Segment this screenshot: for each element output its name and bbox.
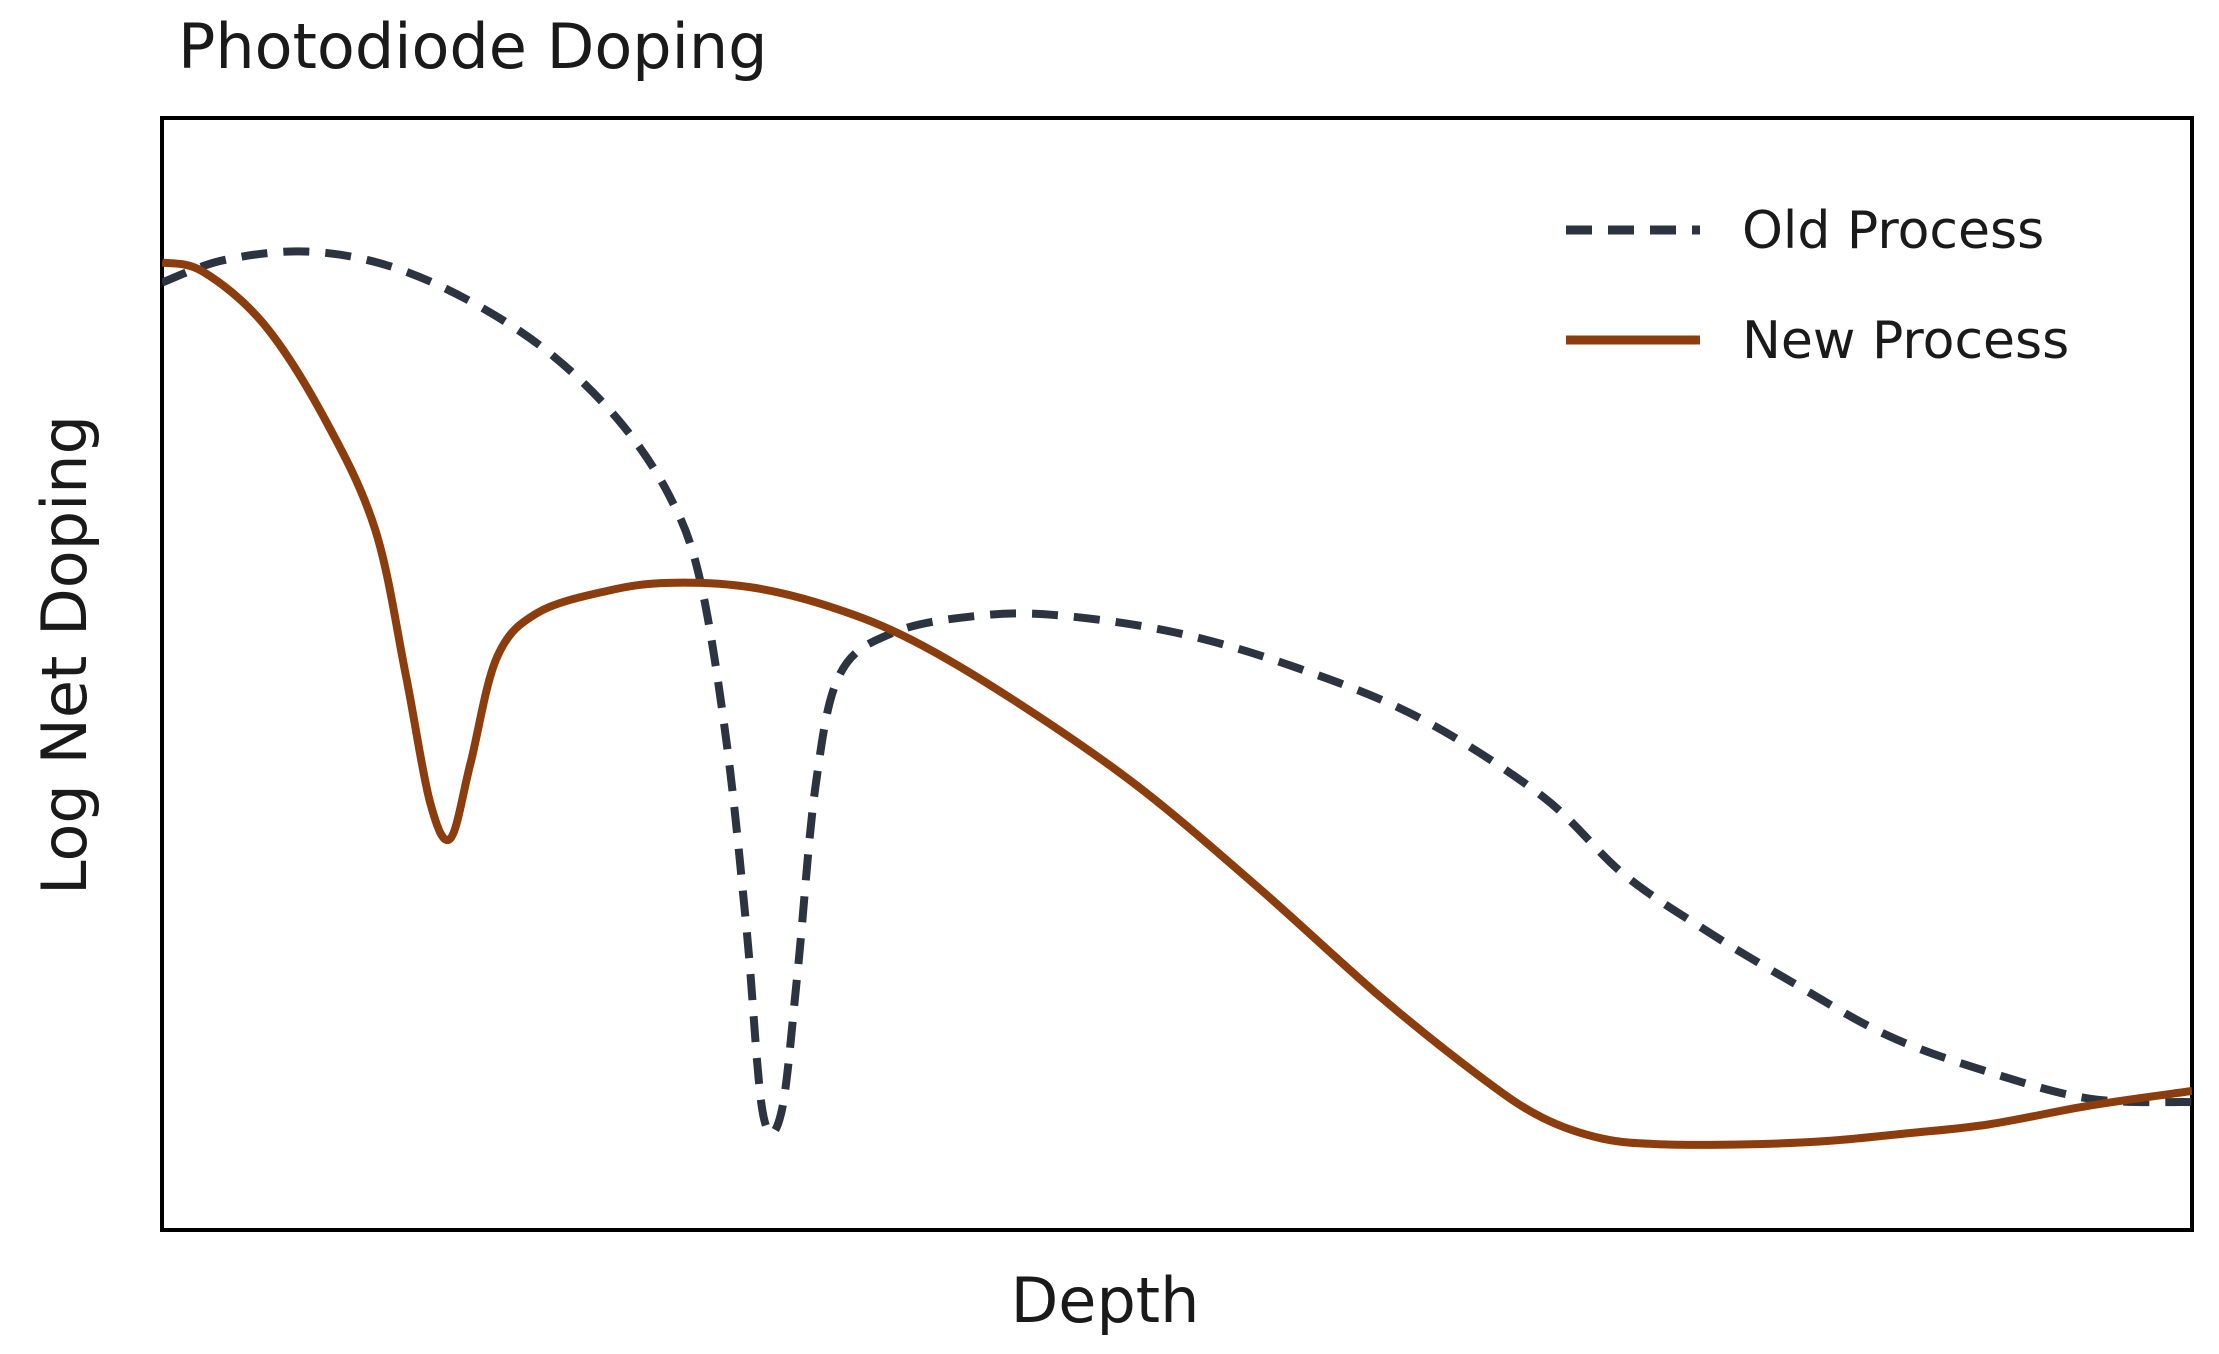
legend-label-old: Old Process (1742, 201, 2044, 261)
legend: Old Process New Process (1566, 201, 2069, 371)
x-axis-label: Depth (1011, 1264, 1200, 1337)
legend-label-new: New Process (1742, 311, 2069, 371)
chart-title: Photodiode Doping (178, 10, 767, 83)
series-line-old-process (162, 247, 2192, 1138)
series-line-new-process (162, 258, 2192, 1149)
series-layer (162, 247, 2192, 1149)
y-axis-label: Log Net Doping (28, 415, 101, 895)
plot-frame (160, 116, 2194, 1232)
